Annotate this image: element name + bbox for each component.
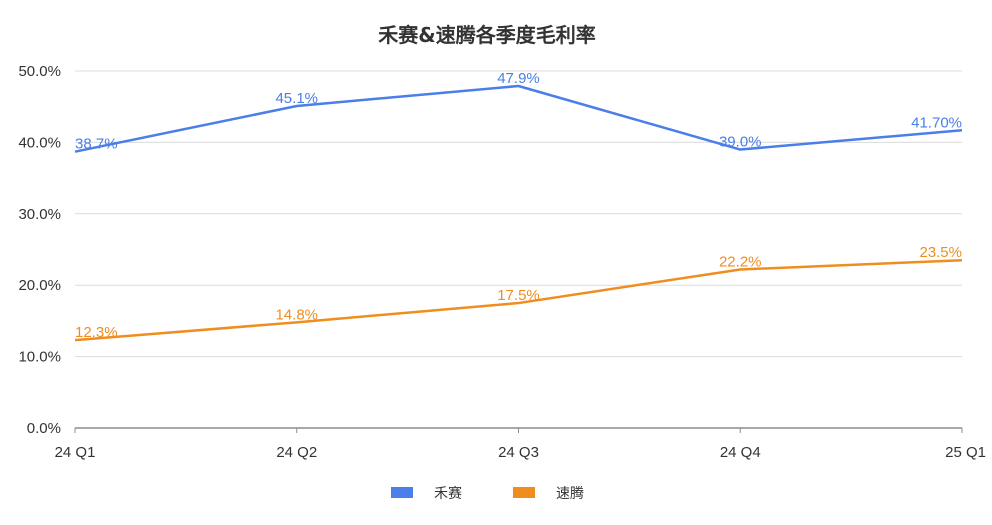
- x-tick-label: 24 Q2: [276, 444, 317, 461]
- legend-label: 禾赛: [434, 486, 462, 502]
- x-tick-label: 24 Q4: [720, 444, 761, 461]
- y-tick-label: 30.0%: [18, 206, 61, 223]
- y-tick-label: 40.0%: [18, 134, 61, 151]
- y-tick-label: 20.0%: [18, 277, 61, 294]
- legend-label: 速腾: [556, 485, 584, 502]
- x-tick-label: 24 Q1: [55, 444, 96, 461]
- data-label: 38.7%: [75, 136, 118, 153]
- data-label: 39.0%: [719, 134, 762, 151]
- y-tick-label: 0.0%: [27, 420, 61, 437]
- grid-lines: [75, 70, 962, 358]
- legend-swatch: [513, 487, 535, 498]
- legend: 禾赛 速腾: [391, 485, 584, 502]
- data-label: 17.5%: [497, 287, 540, 304]
- data-labels: 38.7% 45.1% 47.9% 39.0% 41.70% 12.3% 14.8% 17.5…: [75, 70, 962, 341]
- legend-swatch: [391, 487, 413, 498]
- chart-title: 禾赛&速腾各季度毛利率: [378, 23, 595, 47]
- series-line-1: [74, 84, 963, 153]
- data-label: 12.3%: [75, 324, 118, 341]
- y-tick-label: 10.0%: [18, 349, 61, 366]
- y-axis-ticks: 0.0% 10.0% 20.0% 30.0% 40.0% 50.0%: [18, 63, 61, 437]
- data-label: 23.5%: [919, 244, 962, 261]
- data-label: 45.1%: [275, 90, 318, 107]
- data-label: 41.70%: [911, 114, 962, 131]
- x-tick-label: 25 Q1: [945, 444, 986, 461]
- series-lines: [74, 84, 963, 342]
- data-label: 22.2%: [719, 253, 762, 270]
- x-axis-ticks: 24 Q1 24 Q2 24 Q3 24 Q4 25 Q1: [55, 428, 986, 461]
- y-tick-label: 50.0%: [18, 63, 61, 80]
- series-line-2: [74, 258, 963, 342]
- data-label: 14.8%: [275, 306, 318, 323]
- x-tick-label: 24 Q3: [498, 444, 539, 461]
- data-label: 47.9%: [497, 70, 540, 87]
